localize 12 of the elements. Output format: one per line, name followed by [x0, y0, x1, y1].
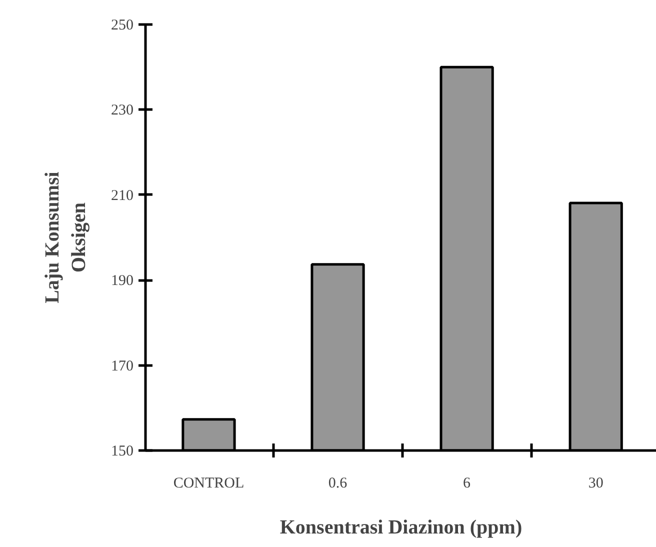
- x-tick-label: 0.6: [328, 476, 348, 492]
- y-tick-label: 210: [111, 188, 134, 204]
- x-tick-label: 6: [463, 476, 472, 492]
- y-axis-title: Laju Konsumsi Oksigen: [42, 171, 90, 304]
- x-tick-label: CONTROL: [173, 476, 244, 492]
- x-tick-label: 30: [588, 476, 604, 492]
- y-tick-label: 150: [111, 444, 134, 460]
- y-tick-label: 170: [111, 358, 134, 374]
- y-tick-label: 190: [111, 273, 134, 290]
- y-tick-label: 250: [111, 18, 134, 34]
- x-axis-title: Konsentrasi Diazinon (ppm): [280, 516, 522, 538]
- y-tick-label: 230: [111, 102, 134, 119]
